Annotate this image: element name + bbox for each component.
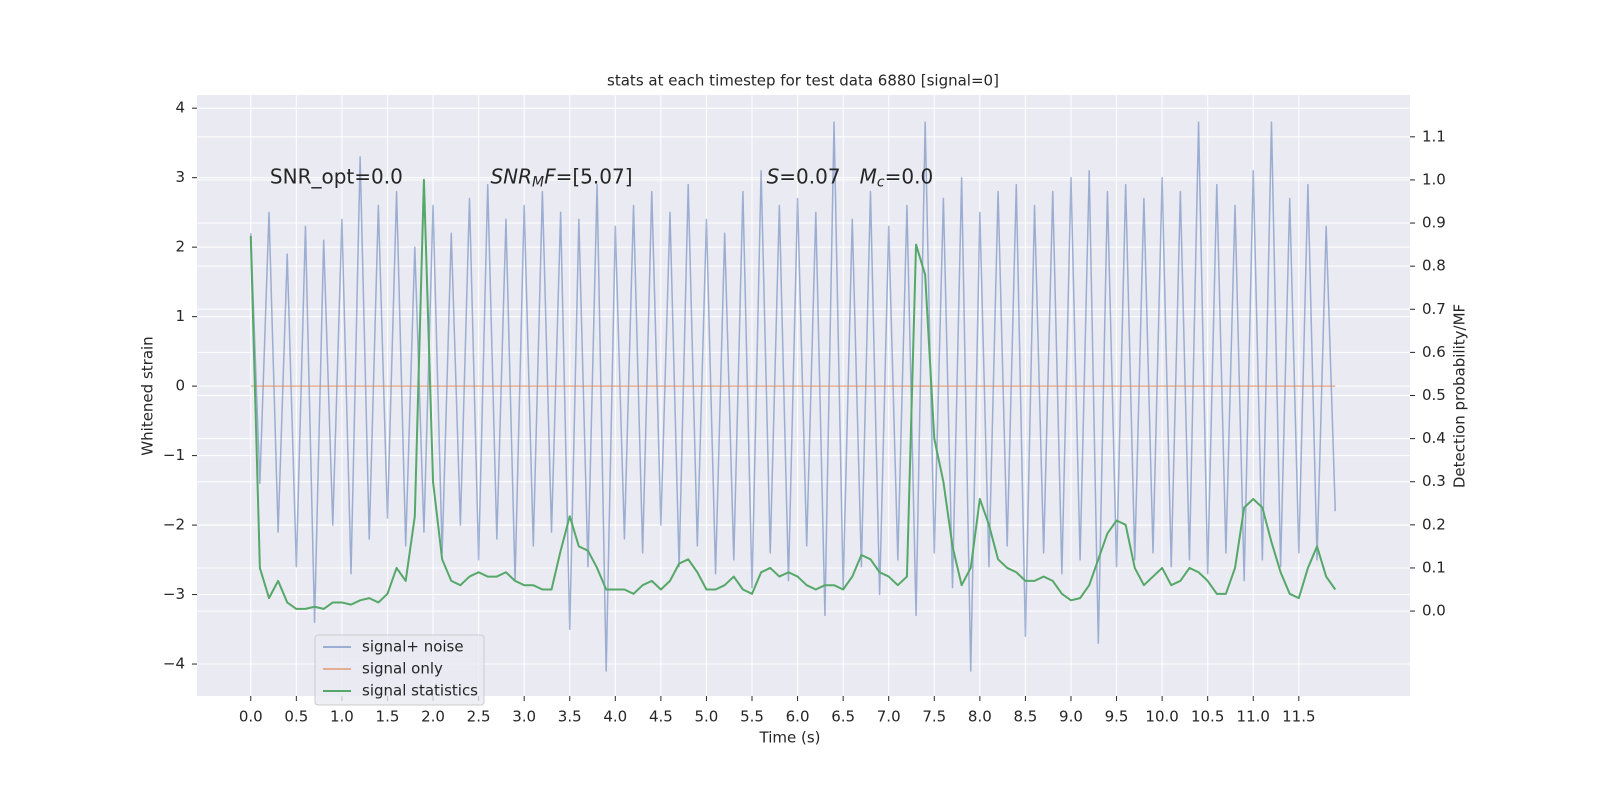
legend-box [314,634,485,706]
y-tick-label: −4 [163,655,185,673]
x-tick-label: 3.5 [558,708,582,726]
y2-tick-label: 1.1 [1422,127,1446,145]
annotation-part: =[5.07] [556,164,633,188]
x-tick-label: 1.5 [376,708,400,726]
x-tick-label: 5.5 [740,708,764,726]
y-tick-label: 2 [175,238,185,256]
x-tick-label: 8.0 [968,708,992,726]
y2-tick-label: 0.0 [1422,602,1446,620]
legend-label: signal only [362,660,443,678]
x-tick-label: 5.0 [695,708,719,726]
legend-label: signal+ noise [362,638,464,656]
y-axis-label: Whitened strain [139,336,157,455]
x-tick-label: 1.0 [330,708,354,726]
y2-tick-label: 0.1 [1422,558,1446,576]
y-tick-label: −3 [163,585,185,603]
x-tick-label: 2.5 [467,708,491,726]
annotation-part: c [877,175,885,191]
annotation-part: SNR [490,164,532,188]
y2-tick-label: 0.8 [1422,257,1446,275]
x-tick-label: 0.0 [239,708,263,726]
annotation-part: M [860,164,877,188]
annotation-part: F [544,164,556,188]
series-line [250,121,1337,672]
annotation: SNRMF=[5.07] [490,164,632,191]
x-tick-label: 9.5 [1105,708,1129,726]
y-tick-label: 4 [175,99,185,117]
x-tick-label: 4.5 [649,708,673,726]
y2-tick-label: 0.2 [1422,515,1446,533]
annotation: SNR_opt=0.0 [270,164,403,188]
x-tick-label: 9.0 [1059,708,1083,726]
chart-title: stats at each timestep for test data 688… [607,72,999,90]
x-tick-label: 4.0 [603,708,627,726]
x-tick-label: 10.5 [1191,708,1224,726]
annotation-part: =0.07 [779,164,859,188]
x-tick-label: 3.0 [512,708,536,726]
y-tick-label: 3 [175,168,185,186]
annotation-part: =0.0 [885,164,934,188]
x-tick-label: 11.5 [1282,708,1315,726]
y-tick-label: 0 [175,377,185,395]
y2-tick-label: 0.4 [1422,429,1446,447]
x-tick-label: 7.0 [877,708,901,726]
legend-label: signal statistics [362,682,478,700]
annotation-part: M [532,175,544,191]
series-line [249,178,1337,610]
y-tick-label: −1 [163,446,185,464]
y-tick-label: 1 [175,307,185,325]
annotation-part: S [767,164,780,188]
x-tick-label: 6.0 [786,708,810,726]
y2-tick-label: 0.3 [1422,472,1446,490]
y2-tick-label: 0.7 [1422,300,1446,318]
x-tick-label: 10.0 [1145,708,1178,726]
x-tick-label: 0.5 [284,708,308,726]
x-tick-label: 2.0 [421,708,445,726]
y2-tick-label: 0.9 [1422,214,1446,232]
y2-axis-label: Detection probability/MF [1451,304,1469,488]
x-tick-label: 11.0 [1237,708,1270,726]
y2-tick-label: 1.0 [1422,170,1446,188]
x-tick-label: 6.5 [831,708,855,726]
x-tick-label: 8.5 [1013,708,1037,726]
x-axis-label: Time (s) [759,729,821,747]
annotation: S=0.07 Mc=0.0 [767,164,934,191]
x-tick-label: 7.5 [922,708,946,726]
y-tick-label: −2 [163,516,185,534]
y2-tick-label: 0.5 [1422,386,1446,404]
y2-tick-label: 0.6 [1422,343,1446,361]
annotation-part: SNR_opt=0.0 [270,164,403,188]
